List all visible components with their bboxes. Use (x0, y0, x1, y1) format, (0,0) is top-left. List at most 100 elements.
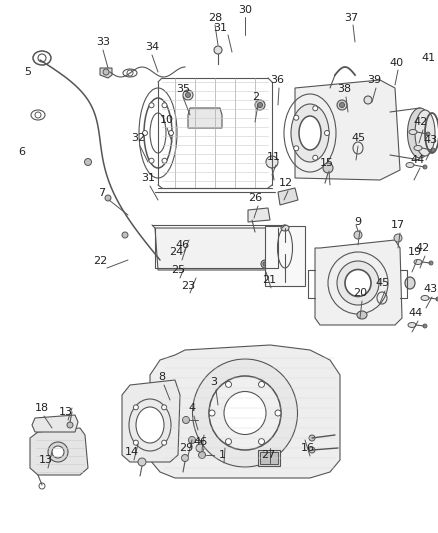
Text: 23: 23 (181, 281, 195, 291)
Bar (258, 450, 280, 466)
Circle shape (261, 260, 269, 268)
Circle shape (162, 158, 167, 163)
Circle shape (258, 382, 265, 387)
Ellipse shape (224, 392, 266, 434)
Circle shape (426, 132, 430, 136)
Circle shape (313, 155, 318, 160)
Circle shape (209, 410, 215, 416)
Text: 37: 37 (344, 13, 358, 23)
Bar (265, 226, 305, 286)
Text: 34: 34 (145, 42, 159, 52)
Text: 28: 28 (208, 13, 222, 23)
Ellipse shape (414, 146, 422, 150)
Polygon shape (100, 68, 112, 78)
Circle shape (181, 455, 188, 462)
Circle shape (183, 416, 190, 424)
Ellipse shape (357, 311, 367, 319)
Text: 42: 42 (414, 117, 428, 127)
Text: 8: 8 (159, 372, 166, 382)
Polygon shape (315, 240, 402, 325)
Ellipse shape (281, 225, 289, 231)
Ellipse shape (409, 130, 417, 134)
Circle shape (103, 69, 109, 75)
Polygon shape (30, 428, 88, 475)
Circle shape (294, 115, 299, 120)
Polygon shape (150, 345, 340, 478)
Circle shape (226, 439, 232, 445)
Circle shape (183, 90, 193, 100)
Circle shape (436, 297, 438, 301)
Text: 13: 13 (39, 455, 53, 465)
Text: 7: 7 (99, 188, 106, 198)
Text: 6: 6 (18, 147, 25, 157)
Ellipse shape (291, 104, 329, 162)
Text: 46: 46 (175, 240, 189, 250)
Text: 17: 17 (391, 220, 405, 230)
Ellipse shape (407, 108, 432, 158)
Text: 42: 42 (416, 243, 430, 253)
Circle shape (105, 195, 111, 201)
Text: 9: 9 (354, 217, 361, 227)
Circle shape (275, 410, 281, 416)
Circle shape (67, 422, 73, 428)
Circle shape (309, 435, 315, 441)
Text: 38: 38 (337, 84, 351, 94)
Text: 16: 16 (301, 443, 315, 453)
Circle shape (196, 444, 204, 452)
Circle shape (313, 106, 318, 111)
Ellipse shape (337, 261, 379, 305)
Text: 39: 39 (367, 75, 381, 85)
Circle shape (142, 131, 148, 135)
Text: 41: 41 (421, 53, 435, 63)
Text: 11: 11 (267, 152, 281, 162)
Text: 20: 20 (353, 288, 367, 298)
Circle shape (35, 112, 41, 118)
Text: 5: 5 (25, 67, 32, 77)
Text: 43: 43 (423, 135, 437, 145)
Text: 18: 18 (35, 403, 49, 413)
Text: 30: 30 (238, 5, 252, 15)
Text: 24: 24 (169, 247, 183, 257)
Circle shape (186, 93, 191, 98)
Text: 14: 14 (125, 447, 139, 457)
Ellipse shape (192, 359, 297, 467)
Circle shape (394, 234, 402, 242)
Circle shape (162, 103, 167, 108)
Ellipse shape (345, 270, 371, 296)
Circle shape (339, 102, 345, 108)
Text: 19: 19 (408, 247, 422, 257)
Circle shape (255, 100, 265, 110)
Ellipse shape (209, 376, 281, 450)
Circle shape (294, 146, 299, 151)
Circle shape (138, 458, 146, 466)
Circle shape (325, 131, 329, 135)
Text: 45: 45 (376, 278, 390, 288)
Ellipse shape (415, 110, 435, 156)
Circle shape (149, 103, 154, 108)
Text: 1: 1 (219, 450, 226, 460)
Circle shape (39, 483, 45, 489)
Circle shape (38, 54, 46, 62)
Circle shape (169, 131, 173, 135)
Circle shape (323, 163, 333, 173)
Ellipse shape (405, 277, 415, 289)
Circle shape (122, 232, 128, 238)
Ellipse shape (299, 116, 321, 150)
Text: 10: 10 (160, 115, 174, 125)
Polygon shape (188, 108, 222, 128)
Text: 27: 27 (261, 450, 275, 460)
Text: 40: 40 (389, 58, 403, 68)
Text: 22: 22 (93, 256, 107, 266)
Text: 31: 31 (141, 173, 155, 183)
Circle shape (423, 324, 427, 328)
Text: 44: 44 (411, 155, 425, 165)
Circle shape (48, 442, 68, 462)
Circle shape (162, 405, 166, 410)
Circle shape (354, 231, 362, 239)
Polygon shape (32, 415, 78, 432)
Circle shape (423, 165, 427, 169)
Circle shape (226, 382, 232, 387)
Polygon shape (295, 80, 400, 180)
Circle shape (133, 440, 138, 445)
Text: 29: 29 (179, 443, 193, 453)
